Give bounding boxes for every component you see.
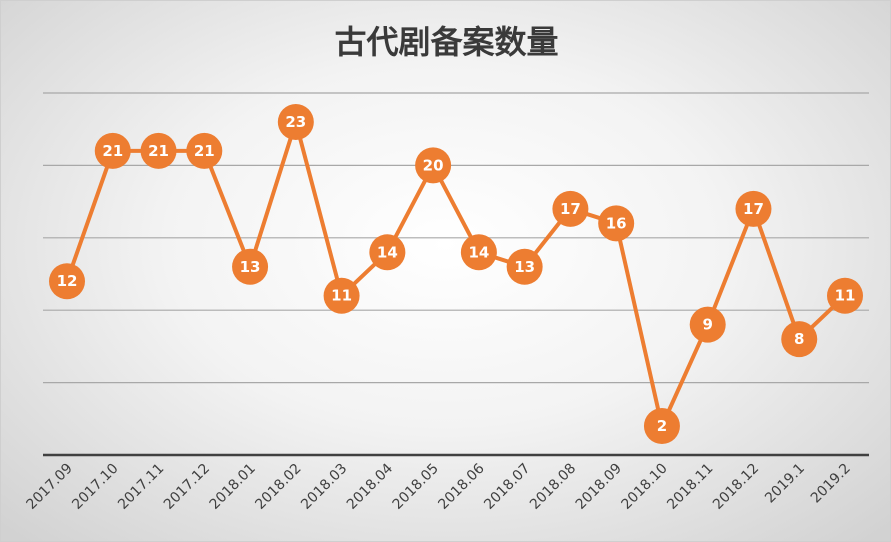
data-point-marker: [277, 103, 314, 140]
x-tick-label: 2018.09: [573, 461, 625, 513]
data-point-marker: [552, 190, 589, 227]
data-point-marker: [827, 277, 863, 314]
data-label: 13: [514, 258, 535, 276]
data-point-marker: [369, 234, 406, 271]
data-point-marker: [94, 132, 131, 169]
x-tick-label: 2018.08: [527, 461, 579, 513]
x-tick-label: 2018.12: [710, 461, 762, 513]
data-point-marker: [689, 306, 726, 343]
x-tick-label: 2018.06: [435, 460, 487, 512]
data-label: 21: [102, 142, 123, 160]
x-tick-label: 2018.05: [390, 461, 442, 513]
data-point-marker: [415, 147, 452, 184]
data-point-marker: [598, 205, 635, 242]
data-label: 21: [194, 142, 215, 160]
x-tick-label: 2019.1: [762, 461, 808, 507]
data-label: 17: [743, 200, 764, 218]
data-point-marker: [506, 248, 543, 285]
x-tick-label: 2017.10: [69, 461, 121, 513]
data-point-marker: [186, 132, 223, 169]
gridlines: [43, 92, 869, 384]
x-tick-label: 2018.02: [252, 461, 304, 513]
data-label: 16: [606, 214, 627, 232]
data-label: 21: [148, 142, 169, 160]
data-point-marker: [735, 190, 772, 227]
data-point-marker: [49, 263, 85, 300]
x-tick-label: 2018.04: [344, 460, 396, 512]
data-point-marker: [232, 248, 269, 285]
data-point-marker: [140, 132, 177, 169]
data-label: 14: [377, 243, 398, 261]
data-markers: 12 21 21 21 13 23 11 14 20 14 13 17 16 2 9 17 8 11: [49, 103, 863, 445]
x-tick-label: 2019.2: [808, 461, 854, 507]
data-label: 2: [657, 417, 667, 435]
data-label: 11: [331, 287, 352, 305]
x-tick-labels: 2017.092017.102017.112017.122018.012018.…: [24, 460, 854, 512]
data-label: 14: [468, 243, 489, 261]
x-tick-label: 2018.03: [298, 461, 350, 513]
x-tick-label: 2017.11: [115, 461, 167, 513]
x-tick-label: 2017.12: [161, 461, 213, 513]
chart-title: 古代剧备案数量: [334, 23, 559, 61]
x-tick-label: 2017.09: [24, 461, 76, 513]
data-label: 9: [702, 316, 712, 334]
data-label: 23: [285, 113, 306, 131]
data-label: 12: [57, 272, 78, 290]
data-point-marker: [643, 408, 680, 445]
data-point-marker: [323, 277, 360, 314]
x-tick-label: 2018.10: [619, 461, 671, 513]
data-point-marker: [781, 321, 818, 358]
data-label: 20: [423, 156, 444, 174]
series-line: [65, 120, 847, 428]
x-tick-label: 2018.07: [481, 461, 533, 513]
data-label: 8: [794, 330, 804, 348]
data-label: 13: [240, 258, 261, 276]
x-tick-label: 2018.11: [664, 461, 716, 513]
data-point-marker: [460, 234, 497, 271]
series-line-layer: [65, 120, 847, 428]
data-label: 17: [560, 200, 581, 218]
data-label: 11: [835, 287, 856, 305]
x-tick-label: 2018.01: [207, 461, 259, 513]
